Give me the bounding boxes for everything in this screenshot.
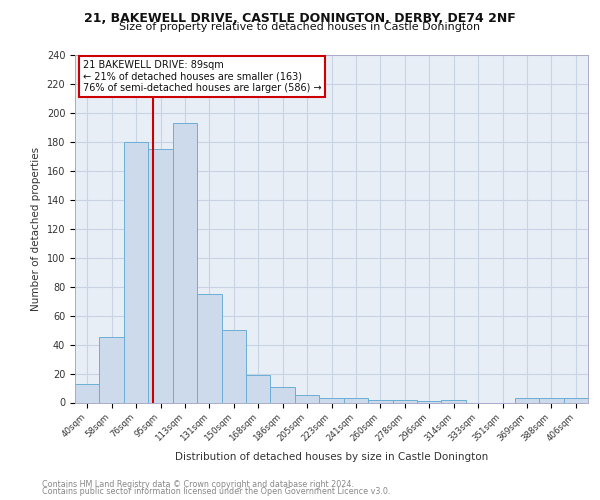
Bar — [295, 396, 319, 402]
X-axis label: Distribution of detached houses by size in Castle Donington: Distribution of detached houses by size … — [175, 452, 488, 462]
Bar — [344, 398, 368, 402]
Bar — [563, 398, 588, 402]
Bar — [197, 294, 221, 403]
Bar — [319, 398, 344, 402]
Bar — [417, 401, 442, 402]
Bar — [124, 142, 148, 403]
Text: Contains HM Land Registry data © Crown copyright and database right 2024.: Contains HM Land Registry data © Crown c… — [42, 480, 354, 489]
Bar — [442, 400, 466, 402]
Bar — [100, 338, 124, 402]
Bar — [246, 375, 271, 402]
Bar — [515, 398, 539, 402]
Bar — [148, 149, 173, 403]
Text: 21 BAKEWELL DRIVE: 89sqm
← 21% of detached houses are smaller (163)
76% of semi-: 21 BAKEWELL DRIVE: 89sqm ← 21% of detach… — [83, 60, 322, 94]
Bar — [221, 330, 246, 402]
Bar — [173, 123, 197, 402]
Text: 21, BAKEWELL DRIVE, CASTLE DONINGTON, DERBY, DE74 2NF: 21, BAKEWELL DRIVE, CASTLE DONINGTON, DE… — [84, 12, 516, 26]
Bar — [539, 398, 563, 402]
Bar — [271, 386, 295, 402]
Y-axis label: Number of detached properties: Number of detached properties — [31, 146, 41, 311]
Text: Contains public sector information licensed under the Open Government Licence v3: Contains public sector information licen… — [42, 487, 391, 496]
Text: Size of property relative to detached houses in Castle Donington: Size of property relative to detached ho… — [119, 22, 481, 32]
Bar — [392, 400, 417, 402]
Bar — [368, 400, 392, 402]
Bar — [75, 384, 100, 402]
